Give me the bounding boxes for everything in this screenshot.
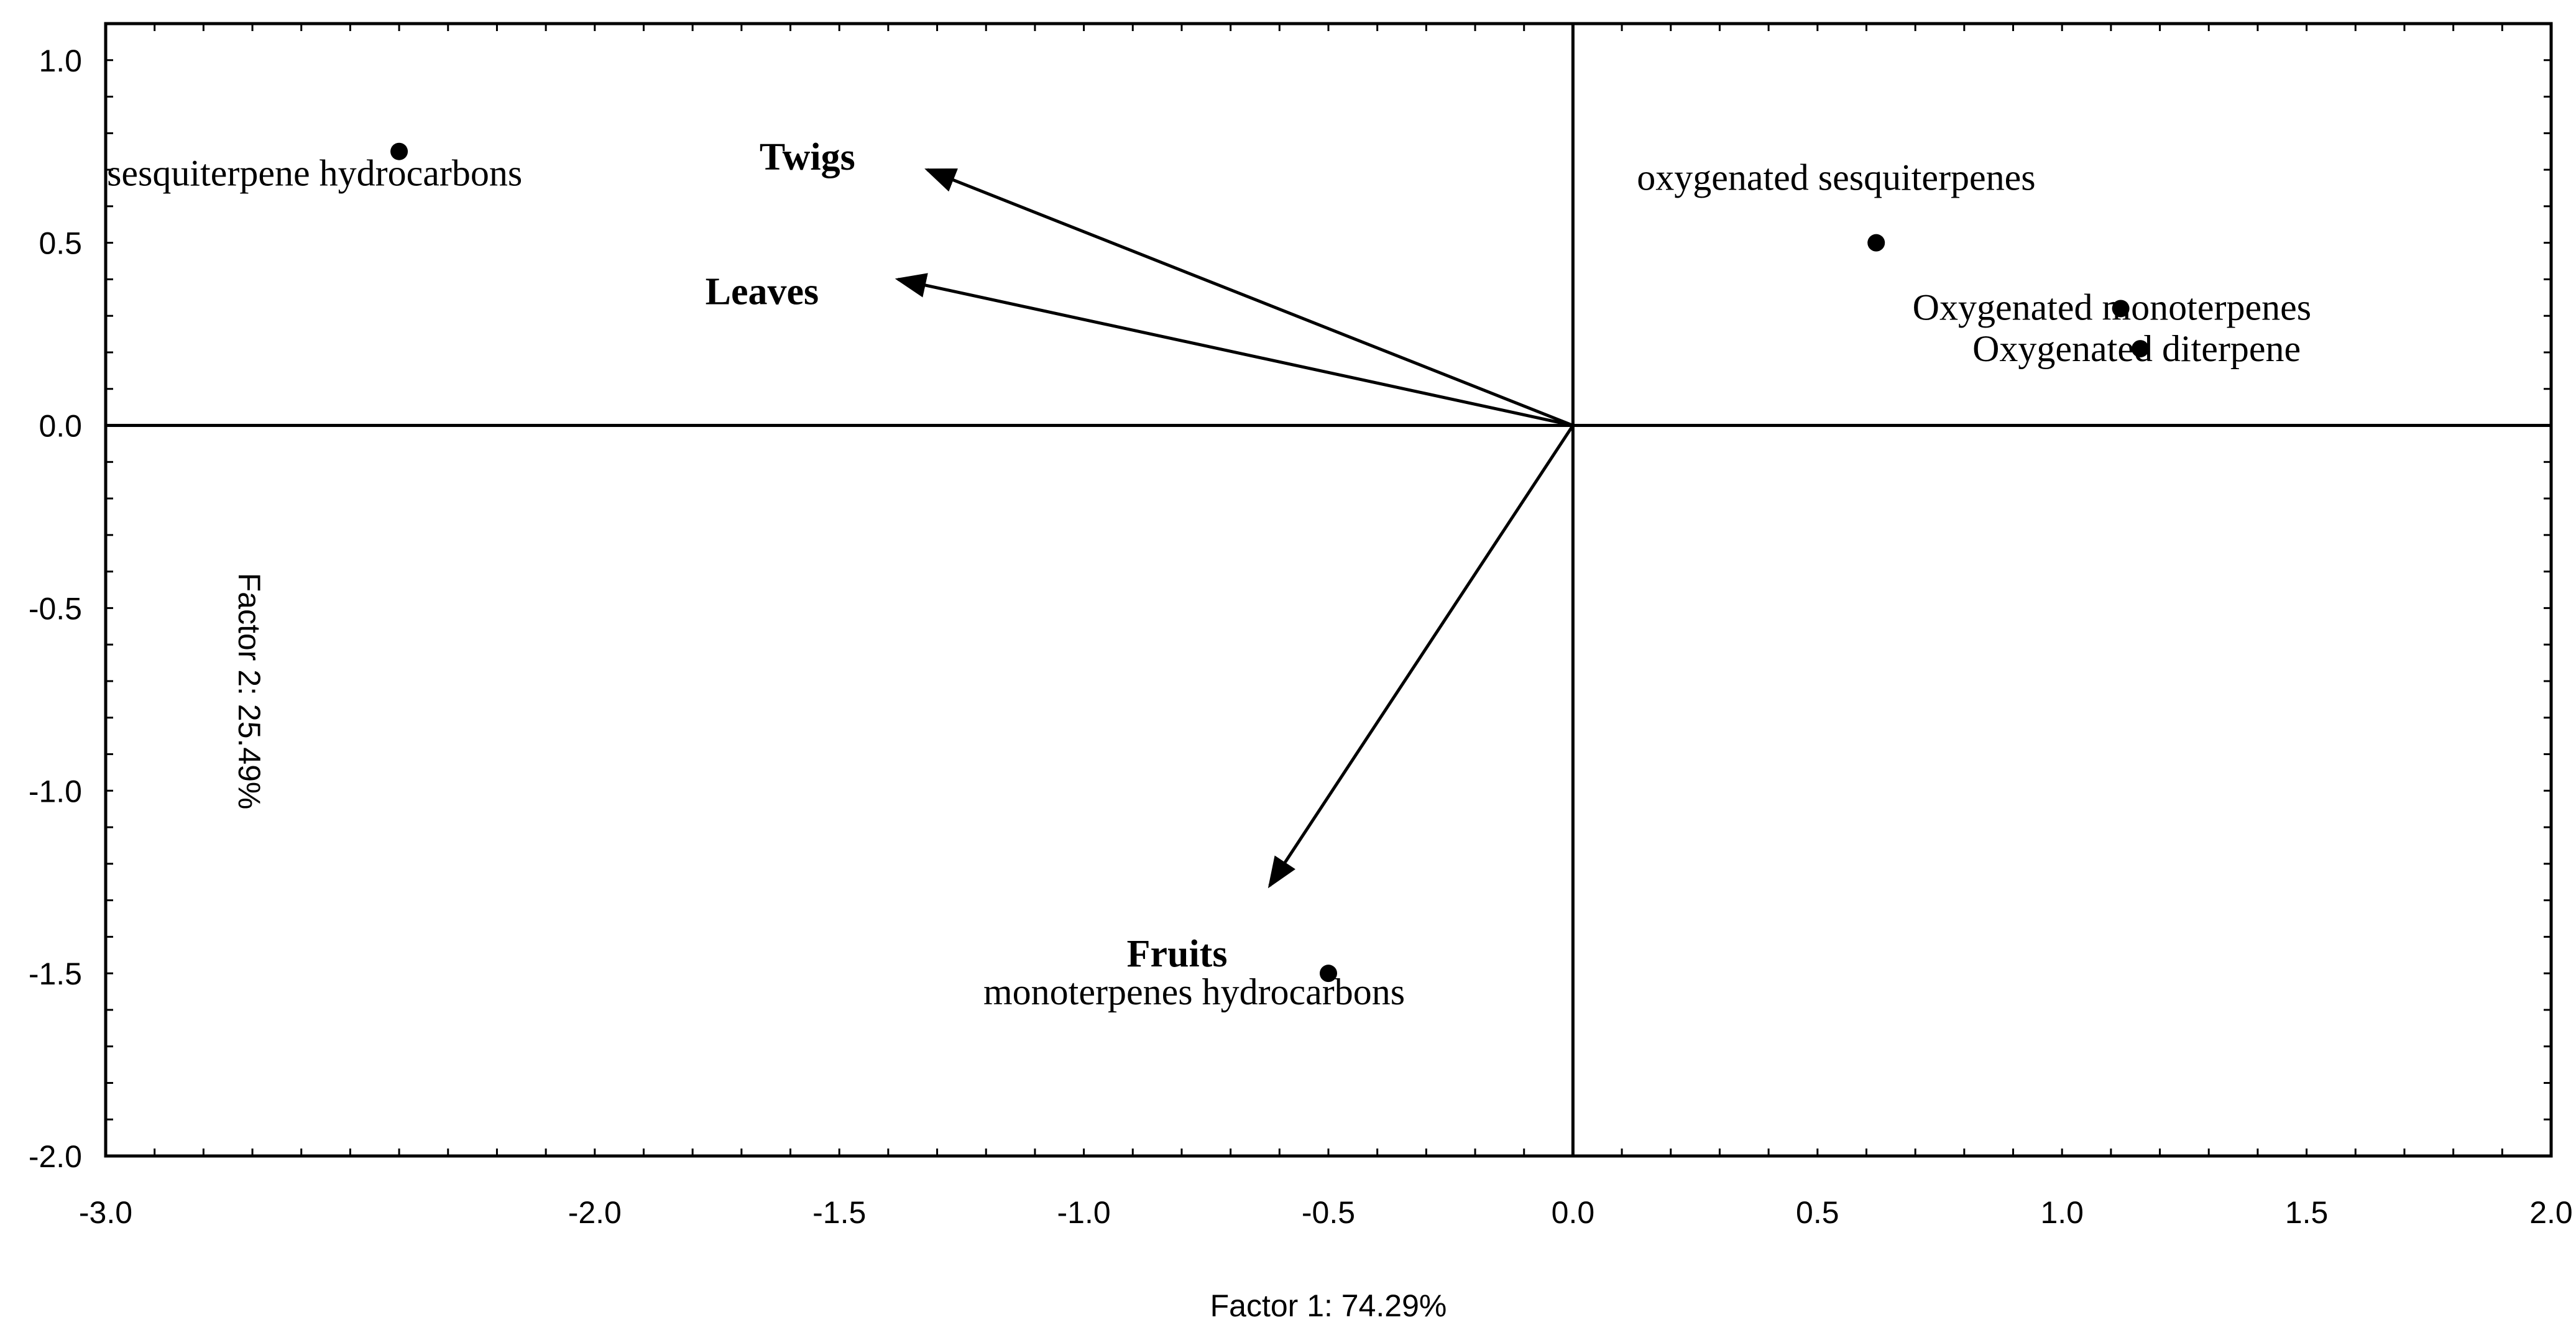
score-points: sesquiterpene hydrocarbons oxygenated ses… — [107, 142, 2311, 1012]
y-tick-label: -0.5 — [29, 591, 82, 626]
score-point — [2112, 300, 2130, 318]
vector-arrow — [1267, 424, 1575, 889]
vector-label: Leaves — [706, 270, 819, 313]
score-point — [390, 142, 408, 160]
minor-ticks — [104, 22, 2552, 1157]
x-tick-label: 1.5 — [2285, 1195, 2329, 1230]
vector-label: Fruits — [1127, 933, 1228, 975]
loading-vectors: Twigs Leaves Fruits — [706, 136, 1575, 975]
zero-lines — [106, 24, 2551, 1156]
x-axis-ticks: -3.0 -2.0 -1.5 -1.0 -0.5 0.0 0.5 1.0 1.5 2.0 — [79, 1195, 2573, 1230]
x-tick-label: 2.0 — [2529, 1195, 2573, 1230]
y-tick-label: -2.0 — [29, 1139, 82, 1174]
score-point-label: sesquiterpene hydrocarbons — [107, 153, 522, 194]
score-point-label: monoterpenes hydrocarbons — [983, 971, 1405, 1012]
score-point-label: oxygenated sesquiterpenes — [1637, 157, 2035, 198]
x-tick-label: -3.0 — [79, 1195, 132, 1230]
x-tick-label: 0.5 — [1796, 1195, 1839, 1230]
score-point-label: Oxygenated monoterpenes — [1913, 287, 2311, 328]
y-tick-label: 0.5 — [39, 226, 82, 261]
y-tick-label: -1.0 — [29, 774, 82, 809]
score-point-label: Oxygenated diterpene — [1972, 328, 2301, 369]
x-tick-label: -1.5 — [812, 1195, 866, 1230]
y-axis-ticks: 1.0 0.5 0.0 -0.5 -1.0 -1.5 -2.0 — [29, 44, 82, 1174]
x-tick-label: 0.0 — [1552, 1195, 1595, 1230]
score-point — [2132, 340, 2150, 358]
x-tick-label: 1.0 — [2040, 1195, 2084, 1230]
x-tick-label: -1.0 — [1057, 1195, 1111, 1230]
y-axis-title: Factor 2: 25.49% — [232, 573, 267, 810]
y-tick-label: 0.0 — [39, 409, 82, 444]
vector-label: Twigs — [760, 136, 855, 178]
y-tick-label: 1.0 — [39, 44, 82, 78]
x-tick-label: -0.5 — [1302, 1195, 1355, 1230]
score-point — [1867, 234, 1885, 252]
score-point — [1320, 965, 1337, 983]
x-axis-title: Factor 1: 74.29% — [1210, 1288, 1447, 1323]
x-tick-label: -2.0 — [568, 1195, 622, 1230]
y-tick-label: -1.5 — [29, 956, 82, 991]
vector-arrow — [895, 273, 1573, 427]
vector-arrow — [924, 168, 1574, 427]
